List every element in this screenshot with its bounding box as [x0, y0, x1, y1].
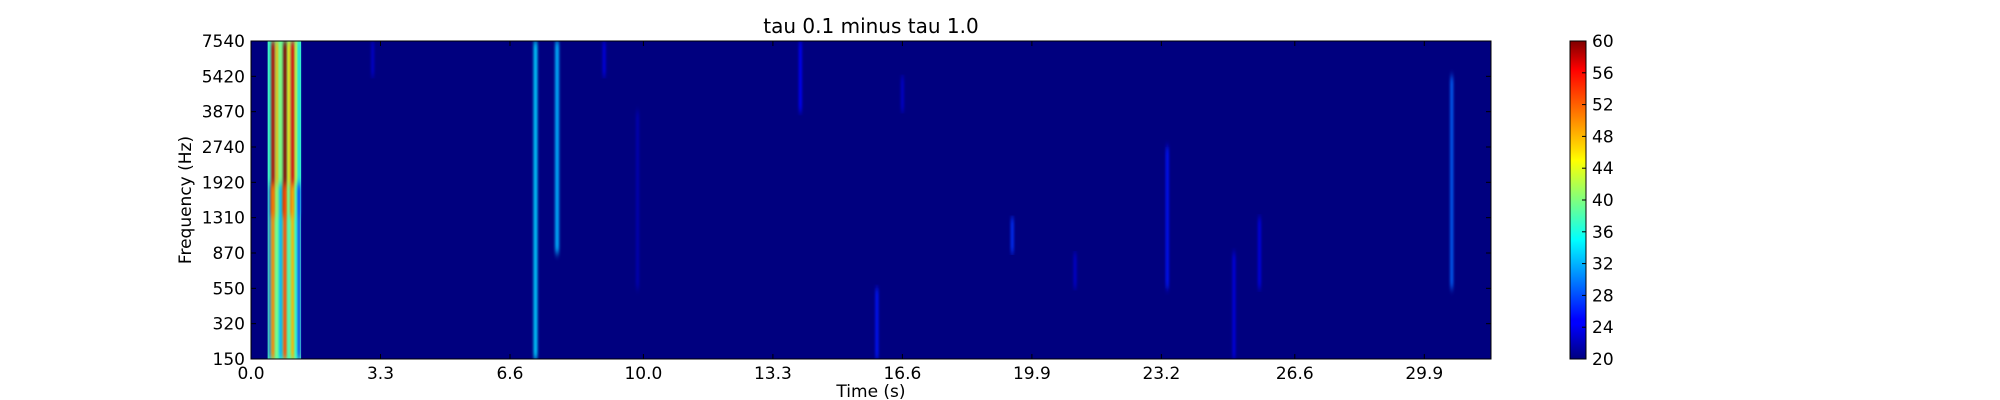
- spectral-line: [1073, 253, 1077, 289]
- burst-streak: [297, 41, 301, 216]
- y-tick-label: 150: [213, 350, 245, 370]
- burst-streak-low: [269, 184, 271, 359]
- burst-streak: [279, 41, 283, 216]
- burst-streak-low: [271, 184, 275, 359]
- x-tick-label: 3.3: [367, 364, 394, 384]
- burst-streak: [271, 41, 275, 216]
- colorbar-tick-label: 24: [1592, 318, 1614, 338]
- y-tick-label: 7540: [202, 32, 245, 52]
- colorbar-tick-label: 44: [1592, 159, 1614, 179]
- y-tick-label: 320: [213, 315, 245, 335]
- burst-streak: [295, 41, 298, 216]
- x-tick-label: 10.0: [624, 364, 662, 384]
- y-tick-label: 870: [213, 244, 245, 264]
- spectral-line: [798, 41, 802, 112]
- y-tick-label: 2740: [202, 138, 245, 158]
- x-tick-label: 23.2: [1142, 364, 1180, 384]
- burst-streak: [275, 41, 279, 216]
- x-tick-label: 13.3: [754, 364, 792, 384]
- spectral-line: [900, 76, 904, 112]
- colorbar-tick-label: 20: [1592, 350, 1614, 370]
- x-tick-label: 19.9: [1013, 364, 1051, 384]
- colorbar-tick-label: 36: [1592, 223, 1614, 243]
- spectral-line: [371, 41, 375, 77]
- colorbar: 20 24 28 32 36 40 44 48 52 56 60: [1569, 32, 1614, 370]
- spectral-line: [875, 288, 879, 359]
- y-tick-label: 5420: [202, 67, 245, 87]
- x-axis: 0.0 3.3 6.6 10.0 13.3 16.6 19.9 23.2 26.6 29.9: [237, 41, 1443, 384]
- x-tick-label: 26.6: [1276, 364, 1314, 384]
- x-tick-label: 16.6: [883, 364, 921, 384]
- spectral-line: [1010, 217, 1014, 253]
- y-tick-label: 550: [213, 279, 245, 299]
- colorbar-tick-label: 40: [1592, 191, 1614, 211]
- x-tick-label: 0.0: [237, 364, 264, 384]
- burst-streak-low: [290, 184, 295, 359]
- colorbar-ticks: 20 24 28 32 36 40 44 48 52 56 60: [1582, 32, 1614, 370]
- burst-streak-low: [287, 184, 291, 359]
- y-tick-label: 1920: [202, 173, 245, 193]
- chart-title: tau 0.1 minus tau 1.0: [763, 14, 978, 38]
- y-axis-label: Frequency (Hz): [176, 136, 196, 264]
- colorbar-tick-label: 56: [1592, 64, 1614, 84]
- colorbar-tick-label: 32: [1592, 255, 1614, 275]
- colorbar-tick-label: 60: [1592, 32, 1614, 52]
- spectral-line: [533, 41, 538, 359]
- burst-streak: [269, 41, 271, 216]
- colorbar-tick-label: 28: [1592, 286, 1614, 306]
- burst-streak-low: [283, 184, 288, 359]
- y-tick-label: 1310: [202, 209, 245, 229]
- burst-streak-low: [295, 184, 298, 359]
- spectral-line: [1232, 253, 1236, 359]
- spectral-line: [1450, 76, 1454, 289]
- burst-streak: [283, 41, 288, 216]
- plot-frame: [250, 40, 1492, 360]
- spectral-line: [602, 41, 606, 77]
- burst-streak-low: [297, 184, 301, 359]
- spectrogram-features: [267, 41, 1454, 359]
- burst-streak-low: [279, 184, 283, 359]
- x-tick-label: 29.9: [1405, 364, 1443, 384]
- spectral-line: [555, 41, 560, 253]
- colorbar-tick-label: 48: [1592, 127, 1614, 147]
- burst-streak: [290, 41, 295, 216]
- burst-streak-low: [275, 184, 279, 359]
- burst-streak: [287, 41, 291, 216]
- colorbar-tick-label: 52: [1592, 96, 1614, 116]
- spectral-line: [1165, 147, 1169, 289]
- y-axis: 150 320 550 870 1310 1920 2740 3870 5420 7540: [202, 32, 1491, 370]
- plot-background: [251, 41, 1491, 359]
- spectral-line: [636, 111, 640, 289]
- y-tick-label: 3870: [202, 103, 245, 123]
- plot-area: [250, 40, 1492, 360]
- x-tick-label: 6.6: [496, 364, 523, 384]
- spectral-burst: [267, 41, 302, 359]
- x-axis-label: Time (s): [835, 382, 905, 400]
- spectral-line: [1257, 217, 1261, 289]
